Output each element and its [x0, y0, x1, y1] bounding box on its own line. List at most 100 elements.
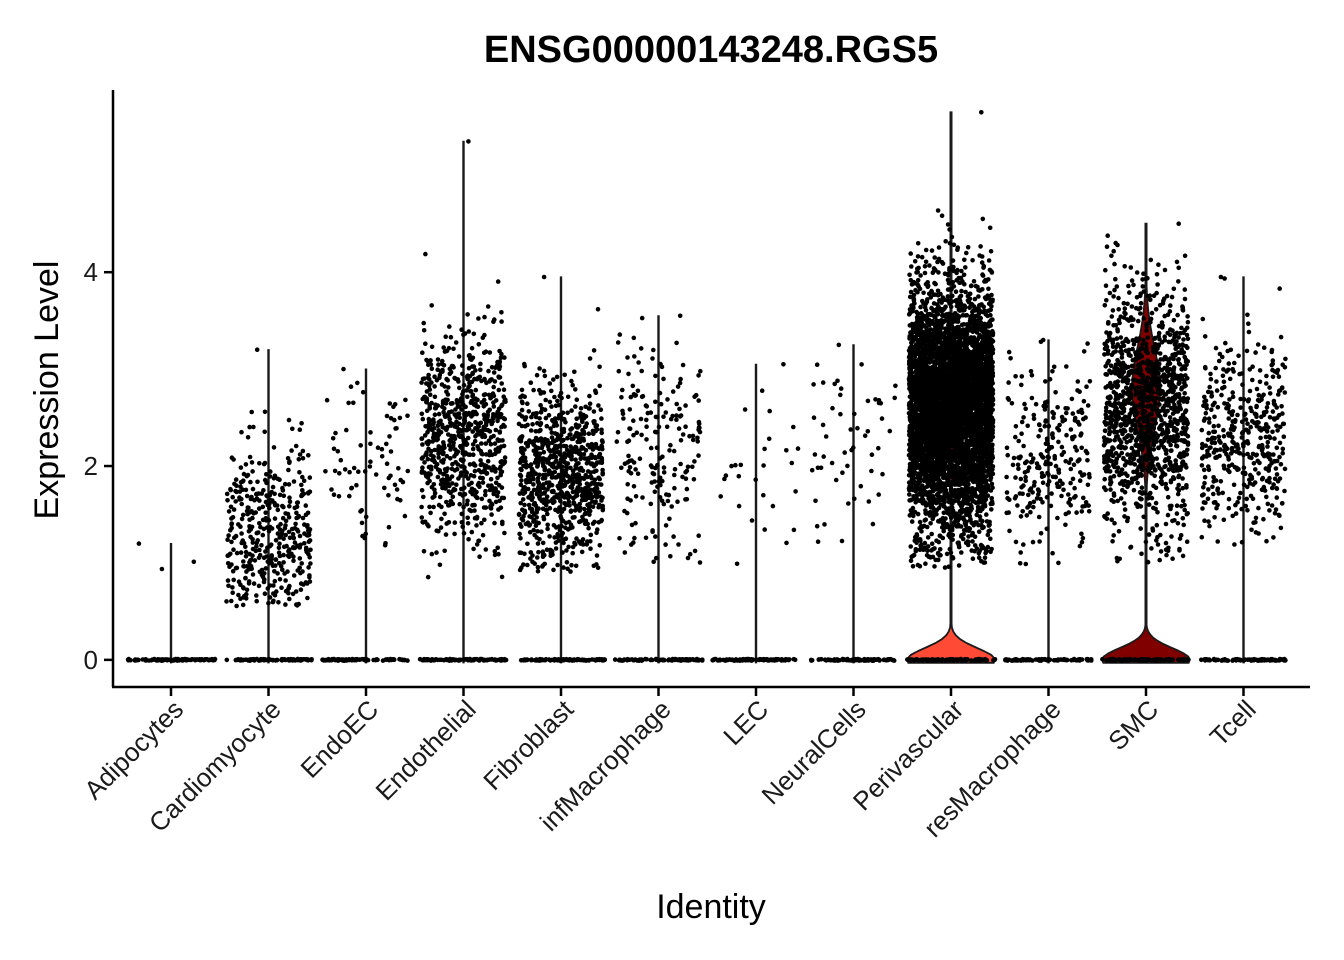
point	[440, 369, 445, 374]
point	[302, 541, 307, 546]
point-zero	[199, 657, 205, 662]
point	[347, 493, 352, 499]
point	[229, 525, 234, 531]
point	[547, 534, 552, 539]
point	[247, 424, 252, 430]
point	[460, 363, 465, 368]
point	[281, 504, 286, 510]
point	[560, 550, 565, 555]
point	[430, 435, 436, 440]
point	[567, 478, 572, 484]
point	[469, 486, 475, 492]
point	[587, 504, 592, 510]
point	[234, 550, 240, 556]
point-zero	[564, 656, 569, 662]
point	[499, 310, 504, 315]
point	[520, 497, 526, 502]
point-zero	[207, 657, 213, 662]
point	[269, 489, 275, 495]
point	[243, 549, 249, 555]
point-zero	[938, 657, 944, 663]
point	[551, 419, 556, 424]
point	[761, 492, 766, 498]
point	[643, 535, 649, 541]
point	[789, 460, 795, 466]
point	[549, 475, 555, 480]
point	[259, 567, 265, 573]
point-zero	[247, 658, 252, 663]
point	[979, 110, 984, 115]
point	[566, 544, 571, 550]
point	[531, 518, 537, 523]
point	[546, 447, 552, 452]
point	[432, 487, 437, 493]
point	[667, 448, 672, 453]
point	[473, 396, 478, 402]
point	[795, 446, 801, 451]
point	[464, 374, 470, 380]
point	[489, 365, 495, 370]
point	[224, 599, 229, 604]
point	[495, 279, 501, 284]
point	[461, 458, 466, 463]
point	[499, 574, 505, 580]
points-fibroblast	[516, 274, 608, 663]
point	[665, 397, 670, 402]
point	[480, 532, 486, 538]
point	[477, 374, 483, 380]
point-zero	[748, 657, 754, 662]
point	[444, 473, 450, 479]
point	[518, 435, 523, 440]
point	[766, 436, 772, 442]
point	[519, 565, 524, 570]
point	[570, 550, 575, 556]
point	[245, 505, 251, 510]
point	[691, 477, 697, 482]
point	[262, 460, 268, 466]
point	[435, 436, 441, 442]
point	[653, 373, 658, 379]
point	[502, 530, 507, 536]
point	[244, 587, 250, 593]
point	[546, 413, 552, 418]
point	[518, 535, 523, 541]
point	[260, 532, 266, 538]
point	[243, 487, 249, 493]
point	[551, 465, 556, 470]
point	[444, 453, 450, 459]
point	[285, 569, 290, 574]
point	[300, 448, 306, 454]
point	[435, 367, 441, 373]
point	[650, 356, 655, 361]
point	[591, 444, 597, 449]
point	[470, 364, 475, 369]
point	[244, 569, 249, 574]
point-zero	[320, 657, 326, 663]
point	[488, 505, 493, 511]
point	[718, 494, 723, 499]
point	[697, 429, 703, 435]
point	[238, 484, 243, 490]
point	[685, 464, 691, 470]
point	[283, 518, 289, 524]
point	[442, 548, 448, 554]
point	[425, 574, 431, 580]
point	[386, 475, 392, 481]
point	[479, 520, 484, 526]
point	[338, 457, 344, 463]
point-zero	[861, 657, 867, 662]
point	[482, 434, 488, 440]
point	[261, 526, 267, 532]
point	[582, 506, 587, 512]
point	[441, 472, 446, 477]
point	[483, 401, 489, 407]
point-zero	[972, 658, 977, 663]
point	[597, 364, 602, 370]
point	[553, 475, 558, 480]
point	[472, 438, 478, 444]
point	[239, 429, 244, 435]
point	[422, 460, 427, 465]
point	[540, 564, 545, 569]
point	[465, 515, 471, 521]
point	[453, 340, 459, 345]
